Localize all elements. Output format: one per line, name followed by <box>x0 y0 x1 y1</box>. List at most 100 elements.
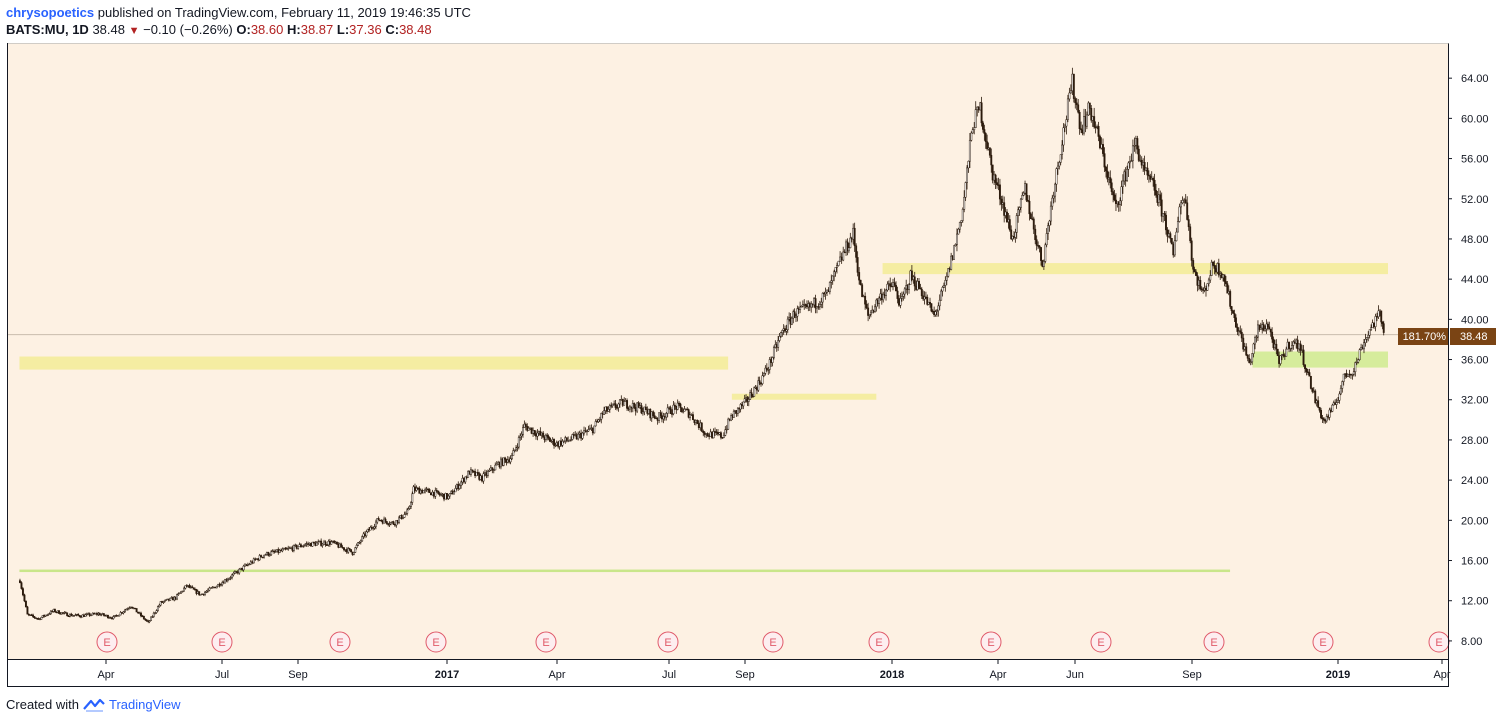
candle <box>228 577 231 581</box>
candle-body <box>481 475 483 482</box>
earnings-marker[interactable]: E <box>1090 631 1112 653</box>
candle <box>23 593 26 603</box>
earnings-marker[interactable]: E <box>762 631 784 653</box>
candle <box>1137 145 1140 163</box>
candle-body <box>112 616 115 619</box>
candle-body <box>903 288 906 295</box>
candle <box>758 376 761 386</box>
earnings-marker[interactable]: E <box>329 631 351 653</box>
author-link[interactable]: chrysopoetics <box>6 5 95 20</box>
candle <box>317 539 320 545</box>
candle-body <box>510 455 513 459</box>
candle-body <box>647 408 650 414</box>
candle <box>1069 84 1072 94</box>
candle-body <box>242 565 245 571</box>
candle-body <box>162 601 165 603</box>
earnings-marker[interactable]: E <box>1312 631 1334 653</box>
candle-body <box>1119 200 1122 205</box>
candle-body <box>1037 245 1040 247</box>
candle <box>1230 305 1233 316</box>
candle <box>702 429 705 437</box>
candle-body <box>90 614 93 616</box>
candle <box>1178 203 1181 223</box>
candle <box>188 583 191 589</box>
candle-body <box>430 492 432 496</box>
candle <box>547 434 550 441</box>
candle <box>692 411 694 421</box>
earnings-marker[interactable]: E <box>868 631 890 653</box>
candle-body <box>1364 339 1367 344</box>
candle <box>910 265 913 282</box>
candle <box>1160 192 1163 222</box>
candle-body <box>878 297 881 304</box>
candle-body <box>1351 374 1354 376</box>
candle <box>270 549 273 556</box>
candle <box>112 615 115 620</box>
candle <box>88 612 91 617</box>
symbol-label[interactable]: BATS:MU, 1D <box>6 22 89 37</box>
candle <box>169 597 172 601</box>
candle <box>475 471 478 477</box>
candle-body <box>23 594 26 602</box>
candle-body <box>350 549 353 553</box>
candle <box>689 411 691 421</box>
price-axis[interactable]: 64.00 60.00 56.00 52.00 48.00 44.00 40.00 36.00… <box>1448 73 1489 648</box>
candle <box>1357 358 1360 364</box>
earnings-marker[interactable]: E <box>535 631 557 653</box>
candle <box>864 292 867 310</box>
candle <box>33 616 36 619</box>
candle <box>1051 194 1054 210</box>
candle-body <box>385 521 388 524</box>
earnings-marker[interactable]: E <box>1203 631 1225 653</box>
candle-body <box>1240 332 1243 339</box>
tradingview-link[interactable]: TradingView <box>108 697 181 712</box>
candle <box>1110 178 1113 196</box>
earnings-marker[interactable]: E <box>211 631 233 653</box>
candle <box>447 494 450 500</box>
earnings-label: E <box>218 637 225 649</box>
earnings-marker[interactable]: E <box>980 631 1002 653</box>
candle <box>1066 94 1069 123</box>
candle <box>1266 321 1269 331</box>
candle-body <box>1056 165 1059 169</box>
candle-body <box>475 471 478 476</box>
close-label: C: <box>385 22 400 37</box>
candle-body <box>793 311 796 318</box>
candle-body <box>714 431 716 433</box>
candle <box>1217 258 1220 278</box>
time-axis[interactable]: Apr Jul Sep 2017 Apr Jul Sep 2018 Apr Jun Sep 2019 A… <box>97 659 1451 681</box>
low-value: 37.36 <box>349 22 382 37</box>
candle <box>658 412 661 424</box>
candle <box>488 468 491 473</box>
candle <box>1062 123 1065 152</box>
candle-body <box>983 129 986 134</box>
candle <box>626 398 629 412</box>
candle <box>100 613 103 617</box>
candle-body <box>504 457 507 460</box>
earnings-marker[interactable]: E <box>657 631 679 653</box>
earnings-marker[interactable]: E <box>425 631 447 653</box>
candle-body <box>192 587 195 590</box>
candle <box>964 181 967 201</box>
candle-body <box>1183 199 1186 201</box>
candle-body <box>890 285 893 288</box>
earnings-marker[interactable]: E <box>1428 631 1450 653</box>
candle-body <box>1078 111 1081 129</box>
candle-body <box>640 405 643 414</box>
candle <box>411 491 414 506</box>
candle-body <box>1055 168 1058 185</box>
candle-body <box>1176 221 1179 233</box>
earnings-label: E <box>987 637 994 649</box>
candle-body <box>996 182 998 186</box>
candle-body <box>400 515 403 519</box>
candle <box>144 618 147 622</box>
candle <box>1080 121 1083 133</box>
candle-body <box>1110 182 1113 192</box>
candle-body <box>1275 343 1278 350</box>
candle-body <box>177 593 180 595</box>
earnings-marker[interactable]: E <box>96 631 118 653</box>
candle <box>994 173 997 189</box>
candle-layer[interactable] <box>19 67 1385 624</box>
